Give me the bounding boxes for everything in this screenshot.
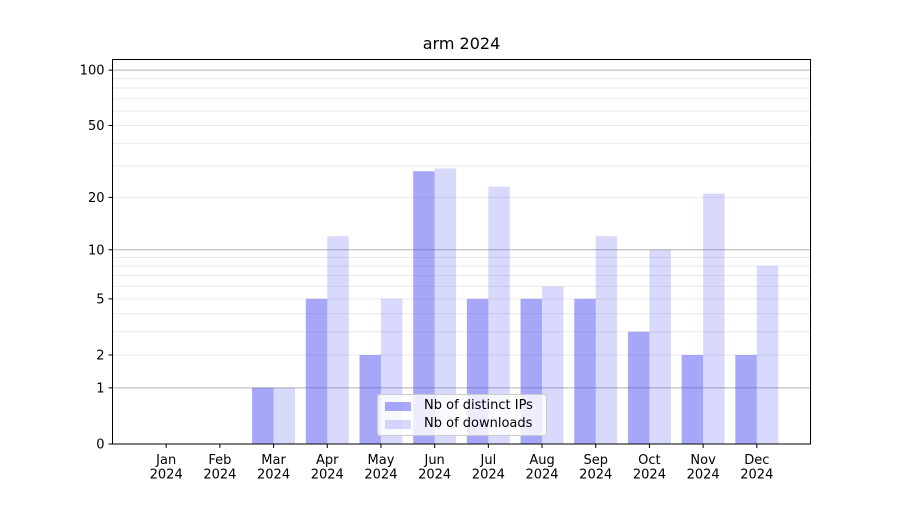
plot-border [112, 59, 811, 445]
x-tick-label-jun: Jun 2024 [418, 453, 451, 483]
legend-item-distinct-ips: Nb of distinct IPs [385, 397, 539, 415]
bar-nb-of-distinct-ips-may [359, 355, 381, 444]
bar-nb-of-downloads-mar [273, 387, 296, 444]
bar-nb-of-downloads-apr [327, 236, 349, 444]
bar-nb-of-downloads-nov [703, 193, 725, 444]
y-tick-label-20: 20 [88, 191, 105, 206]
legend-swatch-distinct-ips [385, 401, 411, 411]
y-tick-label-50: 50 [88, 119, 105, 134]
bar-nb-of-downloads-aug [542, 286, 564, 444]
bar-nb-of-distinct-ips-jun [413, 171, 435, 445]
legend-item-downloads: Nb of downloads [385, 415, 539, 433]
x-tick-label-apr: Apr 2024 [311, 453, 344, 483]
y-tick-label-10: 10 [88, 243, 105, 258]
x-tick-label-may: May 2024 [364, 453, 397, 483]
x-tick-label-jan: Jan 2024 [150, 453, 183, 483]
bar-nb-of-distinct-ips-apr [305, 298, 328, 444]
y-tick-label-0: 0 [96, 438, 104, 453]
x-tick-label-sep: Sep 2024 [579, 453, 612, 483]
bar-nb-of-distinct-ips-nov [681, 355, 704, 444]
x-tick-label-aug: Aug 2024 [525, 453, 558, 483]
y-tick-label-100: 100 [80, 64, 105, 79]
y-tick-label-1: 1 [96, 381, 104, 396]
bar-nb-of-distinct-ips-oct [627, 331, 650, 444]
legend-label-downloads: Nb of downloads [424, 416, 533, 431]
chart-title: arm 2024 [423, 34, 501, 53]
x-tick-label-feb: Feb 2024 [203, 453, 236, 483]
x-tick-label-mar: Mar 2024 [257, 453, 290, 483]
x-tick-label-dec: Dec 2024 [740, 453, 773, 483]
legend-label-distinct-ips: Nb of distinct IPs [424, 398, 533, 413]
bar-nb-of-downloads-jun [434, 168, 457, 445]
bar-nb-of-downloads-sep [595, 236, 618, 444]
legend: Nb of distinct IPs Nb of downloads [377, 394, 547, 436]
bar-nb-of-downloads-oct [649, 249, 671, 444]
y-tick-label-2: 2 [96, 349, 104, 364]
x-tick-label-oct: Oct 2024 [633, 453, 666, 483]
y-tick-label-5: 5 [96, 292, 104, 307]
bar-nb-of-distinct-ips-sep [574, 298, 596, 444]
bar-nb-of-distinct-ips-mar [252, 387, 274, 444]
legend-swatch-downloads [385, 419, 411, 429]
bar-nb-of-downloads-jul [488, 186, 510, 444]
x-tick-label-nov: Nov 2024 [687, 453, 720, 483]
x-tick-label-jul: Jul 2024 [472, 453, 505, 483]
bar-nb-of-downloads-dec [756, 266, 779, 444]
bar-nb-of-distinct-ips-dec [735, 355, 757, 444]
